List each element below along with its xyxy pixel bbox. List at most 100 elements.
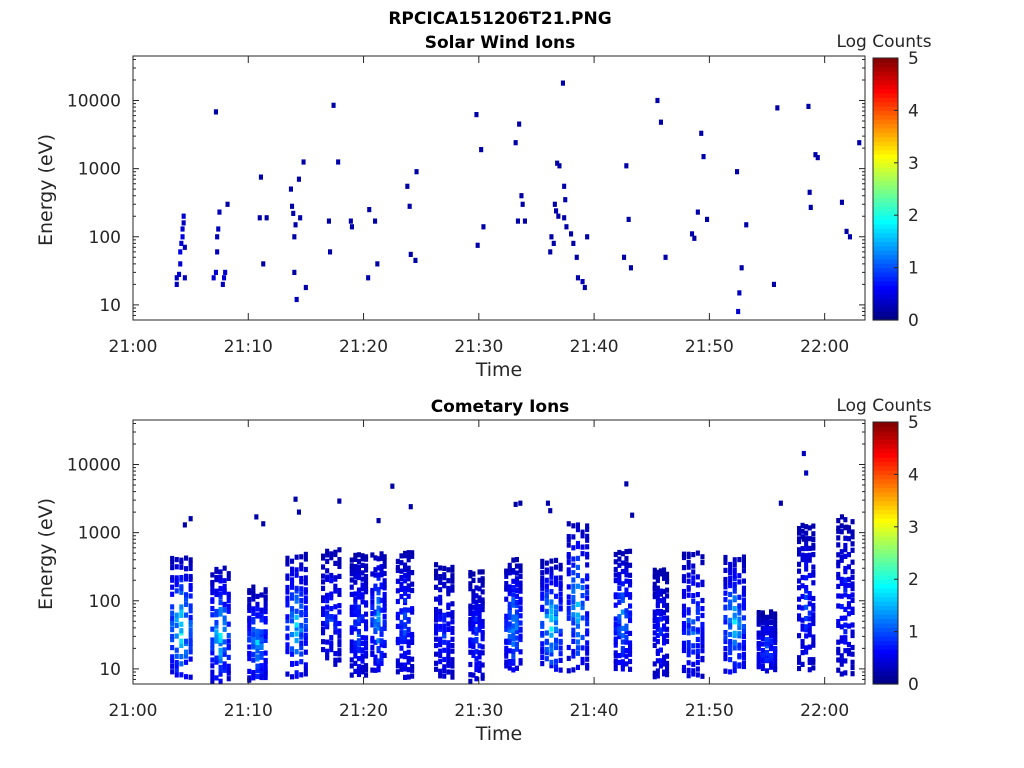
heatmap-cell xyxy=(551,240,556,246)
heatmap-cell xyxy=(655,585,660,591)
heatmap-cell xyxy=(507,588,512,594)
heatmap-cell xyxy=(807,189,812,195)
heatmap-cell xyxy=(732,661,737,667)
heatmap-cell xyxy=(617,556,622,562)
heatmap-cell xyxy=(480,576,485,582)
heatmap-cell xyxy=(210,597,215,603)
heatmap-cell xyxy=(379,582,384,588)
heatmap-cell xyxy=(620,662,625,668)
heatmap-cell xyxy=(652,572,657,578)
heatmap-cell xyxy=(406,565,411,571)
colorbar-segment xyxy=(873,561,898,567)
heatmap-cell xyxy=(438,673,443,679)
heatmap-cell xyxy=(349,591,354,597)
heatmap-cell xyxy=(580,529,585,535)
heatmap-cell xyxy=(379,626,384,632)
heatmap-cell xyxy=(769,646,774,652)
heatmap-cell xyxy=(188,618,193,625)
heatmap-cell xyxy=(468,610,473,616)
heatmap-cell xyxy=(259,632,264,638)
heatmap-cell xyxy=(797,604,802,610)
heatmap-cell xyxy=(225,201,230,207)
heatmap-cell xyxy=(691,643,696,649)
heatmap-cell xyxy=(850,629,855,635)
heatmap-cell xyxy=(655,596,660,602)
heatmap-cell xyxy=(514,593,519,599)
heatmap-cell xyxy=(507,659,512,665)
heatmap-cell xyxy=(218,664,223,670)
heatmap-cell xyxy=(737,653,742,659)
heatmap-cell xyxy=(769,639,774,645)
heatmap-cell xyxy=(399,630,404,636)
heatmap-cell xyxy=(804,624,809,630)
heatmap-cell xyxy=(728,617,733,623)
heatmap-cell xyxy=(325,610,330,616)
y-tick-label: 10 xyxy=(99,660,121,680)
heatmap-cell xyxy=(511,592,516,598)
colorbar-segment xyxy=(873,66,898,72)
heatmap-cell xyxy=(170,604,175,610)
heatmap-cell xyxy=(655,588,660,595)
heatmap-cell xyxy=(373,218,378,224)
heatmap-cell xyxy=(438,626,443,632)
heatmap-cell xyxy=(337,591,342,597)
heatmap-cell xyxy=(379,555,384,561)
heatmap-cell xyxy=(811,620,816,627)
heatmap-cell xyxy=(691,619,696,625)
heatmap-cell xyxy=(518,605,523,611)
colorbar-segment xyxy=(873,175,898,181)
heatmap-cell xyxy=(839,661,844,667)
heatmap-cell xyxy=(850,592,855,598)
heatmap-cell xyxy=(294,649,299,655)
heatmap-cell xyxy=(839,557,844,563)
heatmap-cell xyxy=(399,586,404,592)
heatmap-cell xyxy=(836,619,841,625)
heatmap-cell xyxy=(544,567,549,573)
heatmap-cell xyxy=(247,605,252,611)
heatmap-cell xyxy=(555,160,560,166)
heatmap-cell xyxy=(700,673,705,679)
heatmap-cell xyxy=(580,279,585,285)
heatmap-cell xyxy=(353,552,358,558)
heatmap-cell xyxy=(756,616,761,622)
heatmap-cell xyxy=(811,564,816,570)
colorbar-segment xyxy=(873,627,898,633)
heatmap-cell xyxy=(375,261,380,267)
heatmap-cell xyxy=(303,284,308,291)
heatmap-cell xyxy=(480,650,485,656)
heatmap-cell xyxy=(399,653,404,659)
heatmap-cell xyxy=(769,626,774,632)
heatmap-cell xyxy=(580,600,585,606)
heatmap-cell xyxy=(655,639,660,645)
heatmap-cell xyxy=(170,663,175,669)
heatmap-cell xyxy=(804,627,809,633)
heatmap-cell xyxy=(325,639,330,645)
x-tick-label: 21:30 xyxy=(454,337,503,357)
heatmap-cell xyxy=(325,568,330,574)
heatmap-cell xyxy=(434,630,439,636)
colorbar-segment xyxy=(873,583,898,589)
colorbar-segment xyxy=(873,535,898,541)
heatmap-cell xyxy=(325,613,330,620)
heatmap-cell xyxy=(773,646,778,652)
heatmap-cell xyxy=(628,572,633,578)
heatmap-cell xyxy=(700,621,705,628)
heatmap-cell xyxy=(686,623,691,629)
heatmap-cell xyxy=(737,616,742,622)
heatmap-cell xyxy=(728,566,733,572)
heatmap-cell xyxy=(450,619,455,625)
y-tick-label: 100 xyxy=(89,592,121,612)
heatmap-cell xyxy=(410,570,415,576)
heatmap-cell xyxy=(571,612,576,618)
heatmap-cell xyxy=(218,637,223,643)
heatmap-cell xyxy=(811,523,816,529)
heatmap-cell xyxy=(178,261,183,267)
heatmap-cell xyxy=(403,572,408,579)
heatmap-cell xyxy=(652,661,657,667)
heatmap-cell xyxy=(575,639,580,645)
heatmap-cell xyxy=(558,667,563,673)
heatmap-cell xyxy=(477,643,482,649)
heatmap-cell xyxy=(376,616,381,623)
colorbar-segment xyxy=(873,75,898,81)
